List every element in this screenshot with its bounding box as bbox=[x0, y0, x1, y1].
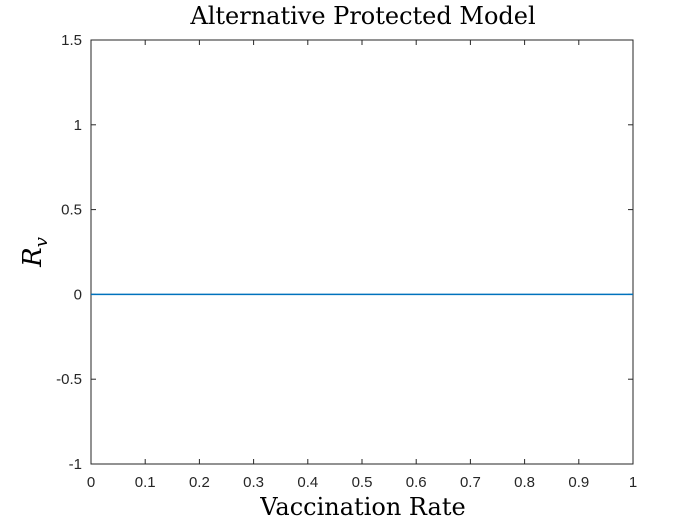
x-tick-label: 0.3 bbox=[243, 474, 264, 491]
y-tick-label: -1 bbox=[69, 456, 82, 473]
plot-area bbox=[90, 39, 634, 465]
x-axis-label: Vaccination Rate bbox=[259, 493, 465, 521]
chart-title: Alternative Protected Model bbox=[189, 2, 535, 30]
y-tick-label: 0 bbox=[74, 286, 82, 303]
x-tick-label: 0.1 bbox=[135, 474, 156, 491]
x-tick-label: 0.5 bbox=[352, 474, 373, 491]
x-tick-label: 0.9 bbox=[568, 474, 589, 491]
y-axis-ticks: -1 -0.5 0 0.5 1 1.5 bbox=[56, 32, 633, 473]
y-tick-label: 0.5 bbox=[61, 202, 82, 219]
x-tick-label: 0 bbox=[87, 474, 95, 491]
y-tick-label: -0.5 bbox=[56, 371, 82, 388]
y-axis-label-main: R bbox=[18, 247, 48, 268]
x-axis-ticks: 0 0.1 0.2 0.3 0.4 0.5 0.6 0.7 0.8 0.9 1 bbox=[87, 40, 637, 491]
y-axis-label: Rv bbox=[18, 237, 52, 268]
x-tick-label: 0.7 bbox=[460, 474, 481, 491]
y-tick-label: 1 bbox=[74, 117, 82, 134]
y-axis-label-subscript: v bbox=[31, 237, 52, 247]
x-tick-label: 0.8 bbox=[514, 474, 535, 491]
x-tick-label: 0.4 bbox=[297, 474, 318, 491]
x-tick-label: 0.6 bbox=[406, 474, 427, 491]
y-tick-label: 1.5 bbox=[61, 32, 82, 49]
x-tick-label: 1 bbox=[629, 474, 637, 491]
x-tick-label: 0.2 bbox=[189, 474, 210, 491]
